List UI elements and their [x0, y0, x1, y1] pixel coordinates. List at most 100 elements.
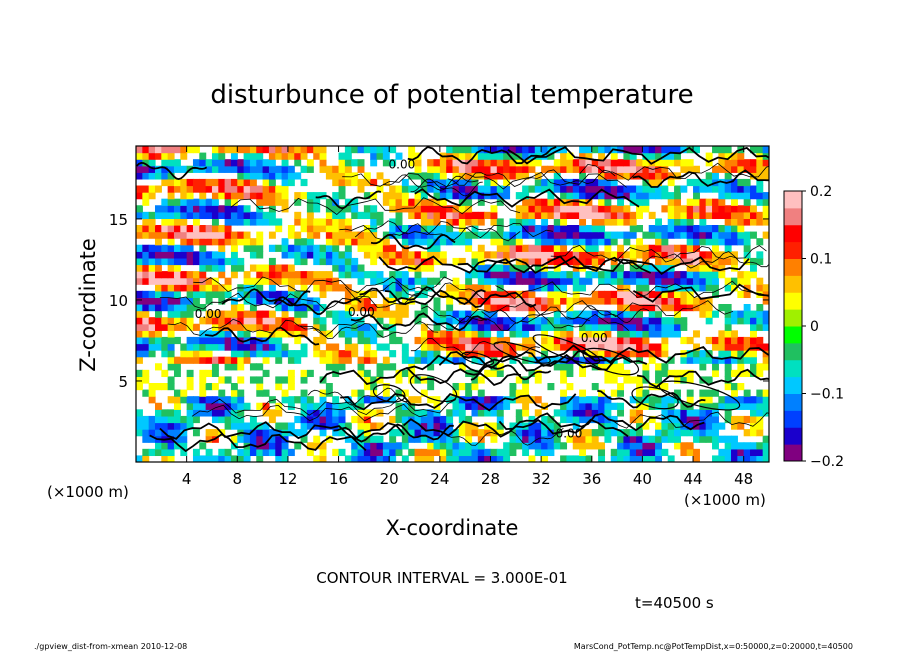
field-cell: [610, 363, 618, 371]
field-cell: [490, 455, 498, 462]
field-cell: [446, 225, 454, 233]
field-cell: [731, 330, 738, 338]
field-cell: [724, 323, 732, 331]
field-cell: [230, 336, 238, 345]
field-cell: [610, 205, 618, 213]
field-cell: [496, 231, 504, 239]
field-cell: [579, 409, 587, 417]
field-cell: [610, 251, 618, 259]
field-cell: [433, 422, 441, 430]
field-cell: [553, 198, 561, 206]
contour-line: [378, 255, 652, 274]
field-cell: [604, 244, 612, 252]
field-cell: [579, 159, 587, 167]
field-cell: [420, 323, 428, 331]
field-cell: [376, 442, 384, 450]
field-cell: [256, 146, 264, 154]
field-cell: [680, 323, 688, 331]
field-cell: [566, 330, 574, 338]
field-cell: [490, 178, 498, 187]
field-cell: [167, 146, 175, 154]
field-cell: [268, 323, 276, 331]
field-cell: [218, 409, 226, 417]
field-cell: [699, 415, 707, 424]
field-cell: [712, 251, 719, 259]
field-cell: [566, 336, 574, 345]
field-cell: [294, 211, 302, 220]
field-cell: [218, 251, 226, 259]
field-cell: [693, 277, 700, 285]
field-cell: [598, 257, 606, 266]
field-cell: [136, 211, 143, 220]
field-cell: [699, 231, 707, 239]
field-cell: [471, 218, 479, 226]
field-cell: [161, 159, 169, 167]
field-cell: [718, 422, 726, 430]
field-cell: [427, 264, 435, 272]
field-cell: [655, 271, 662, 279]
field-cell: [496, 146, 504, 154]
field-cell: [610, 277, 618, 285]
field-cell: [433, 178, 441, 187]
field-cell: [490, 231, 498, 239]
field-cell: [528, 356, 536, 364]
field-cell: [686, 277, 694, 285]
field-cell: [382, 244, 390, 252]
field-cell: [344, 304, 352, 312]
field-cell: [192, 350, 200, 358]
field-cell: [268, 271, 276, 279]
field-cell: [610, 172, 618, 180]
field-cell: [230, 455, 238, 462]
field-cell: [636, 448, 643, 457]
field-cell: [136, 310, 143, 318]
field-cell: [572, 159, 580, 167]
field-cell: [458, 363, 466, 371]
field-cell: [224, 205, 232, 213]
field-cell: [199, 192, 207, 200]
field-cell: [420, 238, 428, 246]
field-cell: [566, 225, 574, 233]
field-cell: [623, 290, 631, 299]
field-cell: [154, 442, 162, 450]
contour-line: [204, 326, 320, 346]
field-cell: [344, 343, 352, 351]
field-cell: [490, 277, 498, 285]
field-cell: [680, 231, 688, 239]
field-cell: [484, 429, 492, 437]
field-cell: [173, 429, 181, 437]
field-cell: [680, 159, 688, 167]
field-cell: [243, 211, 251, 220]
field-cell: [465, 277, 473, 285]
field-cell: [154, 429, 162, 437]
field-cell: [249, 165, 257, 173]
field-cell: [712, 284, 719, 292]
field-cell: [275, 185, 283, 193]
field-cell: [433, 297, 441, 305]
field-cell: [389, 146, 397, 154]
field-cell: [515, 205, 523, 213]
field-cell: [610, 218, 618, 226]
field-cell: [192, 225, 200, 233]
field-cell: [699, 205, 707, 213]
field-cell: [731, 192, 738, 200]
field-cell: [300, 343, 308, 351]
field-cell: [136, 317, 143, 325]
field-cell: [452, 330, 460, 338]
field-cell: [351, 198, 359, 206]
field-cell: [686, 271, 694, 279]
field-cell: [401, 205, 409, 213]
field-cell: [199, 185, 207, 193]
field-cell: [458, 185, 466, 193]
field-cell: [249, 192, 257, 200]
field-cell: [693, 264, 700, 272]
field-cell: [294, 396, 302, 404]
field-cell: [471, 257, 479, 266]
field-cell: [167, 455, 175, 462]
field-cell: [718, 304, 726, 312]
field-cell: [534, 185, 542, 193]
field-cell: [655, 422, 662, 430]
field-cell: [680, 277, 688, 285]
field-cell: [243, 317, 251, 325]
field-cell: [167, 205, 175, 213]
field-cell: [148, 396, 156, 404]
